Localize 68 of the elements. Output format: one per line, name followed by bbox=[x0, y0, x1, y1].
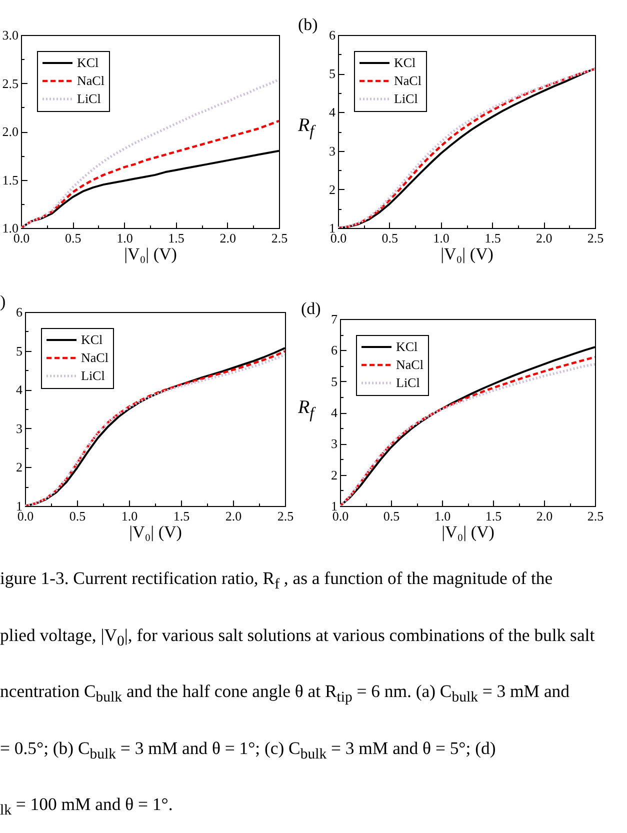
text: igure 1-3. Current rectification ratio, R$_{f}$ , as a function of the magnitude of the bbox=[0, 567, 553, 595]
legend-label: KCl bbox=[396, 339, 418, 354]
x-tick-label: 0.5 bbox=[382, 230, 398, 246]
text: plied voltage, |V$_{0}$|, for various salt solutions at various combinations of the bulk salt bbox=[0, 624, 595, 652]
x-tick-label: 2.0 bbox=[536, 230, 552, 246]
legend-label: KCl bbox=[81, 332, 104, 347]
x-tick-label: 1.5 bbox=[484, 230, 501, 246]
text: ncentration C$_{bulk}$ and the half cone angle θ at R$_{tip}$ = 6 nm. (a) C$_{bulk}$ = 3 mM and bbox=[0, 680, 570, 708]
y-tick-label: 2.0 bbox=[2, 124, 18, 139]
legend-label: KCl bbox=[77, 55, 100, 70]
y-tick-label: 5 bbox=[331, 374, 338, 389]
y-tick-label: 3 bbox=[16, 420, 22, 436]
y-tick-label: 2 bbox=[329, 182, 336, 197]
y-tick-label: 4 bbox=[331, 405, 338, 420]
x-tick-label: 1.0 bbox=[433, 230, 450, 246]
y-tick-label: 6 bbox=[331, 342, 338, 358]
text: = 0.5°; (b) C$_{bulk}$ = 3 mM and θ = 1°; (c) C$_{bulk}$ = 3 mM and θ = 5°; (d) bbox=[0, 736, 496, 764]
x-tick-label: 1.0 bbox=[116, 230, 133, 246]
line-series bbox=[21, 120, 279, 228]
y-tick-label: 3.0 bbox=[2, 28, 18, 42]
x-tick-label: 1.5 bbox=[173, 508, 190, 524]
y-axis-title: R$_{f}$ bbox=[298, 115, 314, 140]
x-tick-label: 1.0 bbox=[434, 508, 451, 524]
chart-title: (b) bbox=[298, 15, 318, 34]
y-tick-label: 7 bbox=[331, 312, 338, 326]
legend-label: KCl bbox=[394, 55, 416, 70]
legend-label: LiCl bbox=[394, 91, 418, 106]
y-axis-title: R$_{f}$ bbox=[298, 396, 314, 422]
x-tick-label: 2.0 bbox=[536, 508, 553, 524]
legend-label: LiCl bbox=[396, 375, 420, 390]
y-tick-label: 2.5 bbox=[2, 76, 18, 91]
chart-title: ) bbox=[0, 292, 6, 311]
x-tick-label: 2.5 bbox=[587, 508, 604, 524]
y-tick-label: 1.5 bbox=[2, 172, 18, 188]
chart-title: (d) bbox=[301, 299, 321, 318]
x-tick-label: 0.5 bbox=[64, 230, 82, 246]
text: $_{lk}$ = 100 mM and θ = 1°. bbox=[0, 793, 173, 821]
x-tick-label: 2.5 bbox=[587, 230, 604, 246]
x-axis-title: |V₀| (V) bbox=[124, 244, 177, 264]
y-tick-label: 4 bbox=[16, 382, 23, 398]
legend-label: NaCl bbox=[394, 73, 422, 88]
y-tick-label: 2 bbox=[16, 460, 22, 475]
y-tick-label: 5 bbox=[16, 343, 22, 358]
y-tick-label: 6 bbox=[329, 28, 336, 42]
y-tick-label: 3 bbox=[331, 436, 338, 452]
y-tick-label: 4 bbox=[329, 104, 336, 120]
x-tick-label: 1.0 bbox=[121, 508, 138, 524]
x-tick-label: 2.5 bbox=[271, 230, 288, 246]
x-tick-label: 0.5 bbox=[69, 508, 86, 524]
legend-label: NaCl bbox=[396, 357, 424, 372]
y-tick-label: 5 bbox=[329, 66, 336, 82]
x-axis-title: |V₀| (V) bbox=[442, 522, 494, 542]
legend-label: NaCl bbox=[77, 73, 105, 88]
x-tick-label: 1.5 bbox=[168, 230, 184, 246]
y-tick-label: 3 bbox=[329, 143, 336, 158]
x-tick-label: 1.5 bbox=[485, 508, 502, 524]
x-tick-label: 0.5 bbox=[383, 508, 400, 524]
y-tick-label: 2 bbox=[331, 467, 338, 482]
x-tick-label: 2.0 bbox=[220, 230, 236, 246]
x-axis-title: |V₀| (V) bbox=[440, 244, 494, 264]
y-tick-label: 6 bbox=[16, 304, 23, 320]
legend-label: LiCl bbox=[81, 368, 106, 383]
x-tick-label: 2.5 bbox=[277, 508, 294, 524]
x-axis-title: |V₀| (V) bbox=[129, 522, 182, 542]
legend-label: LiCl bbox=[77, 91, 102, 106]
legend-label: NaCl bbox=[81, 350, 109, 365]
line-series bbox=[21, 78, 279, 228]
x-tick-label: 2.0 bbox=[225, 508, 242, 524]
